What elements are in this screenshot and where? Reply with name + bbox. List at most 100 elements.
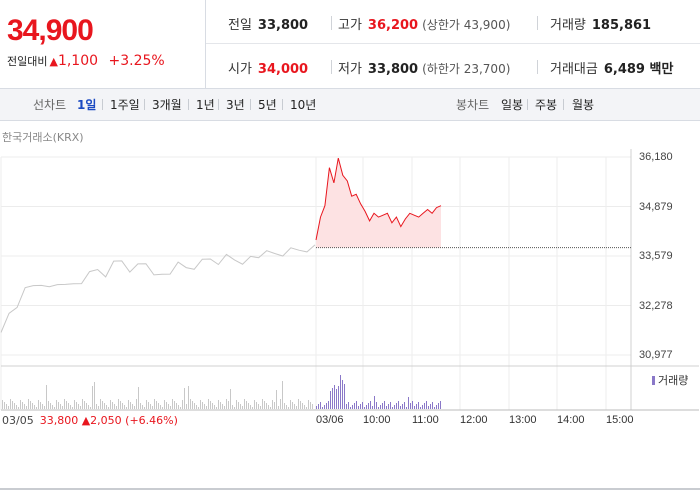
volume-bar	[354, 403, 355, 409]
volume-bar	[262, 399, 263, 409]
volume-bar	[358, 406, 359, 409]
tab-monthly-candle[interactable]: 월봉	[572, 98, 595, 112]
volume-bar	[210, 401, 211, 409]
volume-bar	[18, 407, 19, 409]
stats-panel: 전일 33,800 고가 36,200 (상한가 43,900) 거래량 185,861…	[206, 0, 700, 88]
stat-separator	[331, 60, 332, 74]
volume-bar	[362, 402, 363, 409]
volume-bar	[82, 399, 83, 409]
bottom-border	[0, 488, 700, 490]
volume-bar	[234, 407, 235, 409]
volume-bar	[340, 375, 341, 409]
volume-bar	[258, 404, 259, 409]
volume-bar	[372, 406, 373, 409]
stat-amount: 거래대금 6,489 백만	[550, 62, 674, 77]
volume-bar	[126, 407, 127, 409]
volume-bar	[420, 407, 421, 409]
x-tick-label: 14:00	[557, 414, 585, 426]
volume-bar	[214, 405, 215, 409]
volume-bar	[38, 400, 39, 409]
tab-separator	[188, 99, 189, 110]
tab-1year[interactable]: 1년	[196, 98, 215, 112]
stats-divider	[206, 43, 700, 44]
volume-bar	[282, 381, 283, 409]
volume-bar	[58, 402, 59, 409]
volume-bar	[418, 402, 419, 409]
volume-bar	[66, 401, 67, 409]
volume-bar	[252, 407, 253, 409]
y-tick-label: 30,977	[639, 349, 673, 361]
volume-bar	[84, 401, 85, 409]
tab-separator	[218, 99, 219, 110]
volume-bar	[208, 399, 209, 409]
volume-bar	[268, 405, 269, 409]
volume-bar	[206, 406, 207, 409]
volume-bar	[376, 402, 377, 409]
volume-bar	[198, 407, 199, 409]
volume-bar	[188, 386, 189, 409]
up-arrow-icon: ▲	[49, 55, 58, 68]
tab-5years[interactable]: 5년	[258, 98, 277, 112]
volume-bar	[300, 401, 301, 409]
y-tick-label: 32,278	[639, 300, 673, 312]
volume-bar	[288, 407, 289, 409]
tab-weekly-candle[interactable]: 주봉	[535, 98, 558, 112]
x-tick-label: 13:00	[509, 414, 537, 426]
volume-bar	[56, 400, 57, 409]
y-tick-label: 36,180	[639, 151, 673, 163]
volume-bar	[230, 389, 231, 409]
volume-bar	[190, 399, 191, 409]
volume-bar	[266, 403, 267, 409]
tab-1week[interactable]: 1주일	[110, 98, 140, 112]
volume-bar	[250, 405, 251, 409]
volume-bar	[166, 402, 167, 409]
volume-bar	[102, 401, 103, 409]
volume-bar	[30, 401, 31, 409]
tab-1day[interactable]: 1일	[77, 98, 97, 112]
prev-day-line	[0, 244, 316, 333]
volume-bar	[436, 405, 437, 409]
volume-bar	[196, 405, 197, 409]
stat-open: 시가 34,000	[228, 62, 309, 77]
volume-bar	[32, 403, 33, 409]
volume-bar	[226, 399, 227, 409]
volume-bar	[50, 403, 51, 409]
volume-bar	[24, 404, 25, 409]
change-value: 1,100	[57, 53, 99, 69]
change-row: 전일대비 ▲1,100 +3.25%	[7, 53, 165, 69]
volume-bar	[104, 403, 105, 409]
tab-3years[interactable]: 3년	[226, 98, 245, 112]
volume-bar	[62, 406, 63, 409]
volume-bar	[400, 406, 401, 409]
volume-bar	[240, 404, 241, 409]
y-tick-label: 34,879	[639, 201, 673, 213]
volume-bar	[248, 403, 249, 409]
volume-bar	[74, 400, 75, 409]
volume-bar	[176, 403, 177, 409]
volume-bar	[204, 404, 205, 409]
tab-10years[interactable]: 10년	[290, 98, 317, 112]
quote-header: 34,900 전일대비 ▲1,100 +3.25% 전일 33,800 고가 36,2…	[0, 0, 700, 89]
current-price: 34,900	[7, 14, 94, 47]
volume-bar	[416, 404, 417, 409]
volume-bar	[332, 388, 333, 409]
volume-bar	[394, 405, 395, 409]
volume-bar	[242, 406, 243, 409]
volume-bar	[430, 404, 431, 409]
volume-bar	[342, 380, 343, 409]
volume-bar	[356, 401, 357, 409]
volume-bar	[422, 405, 423, 409]
stat-separator	[537, 16, 538, 30]
volume-bar	[76, 402, 77, 409]
volume-bar	[146, 400, 147, 409]
volume-bar	[438, 403, 439, 409]
volume-bar	[284, 403, 285, 409]
tab-3months[interactable]: 3개월	[152, 98, 182, 112]
volume-bar	[108, 407, 109, 409]
tab-daily-candle[interactable]: 일봉	[501, 98, 524, 112]
tab-separator	[102, 99, 103, 110]
tab-separator	[250, 99, 251, 110]
stat-volume: 거래량 185,861	[550, 18, 652, 33]
volume-bar	[106, 405, 107, 409]
